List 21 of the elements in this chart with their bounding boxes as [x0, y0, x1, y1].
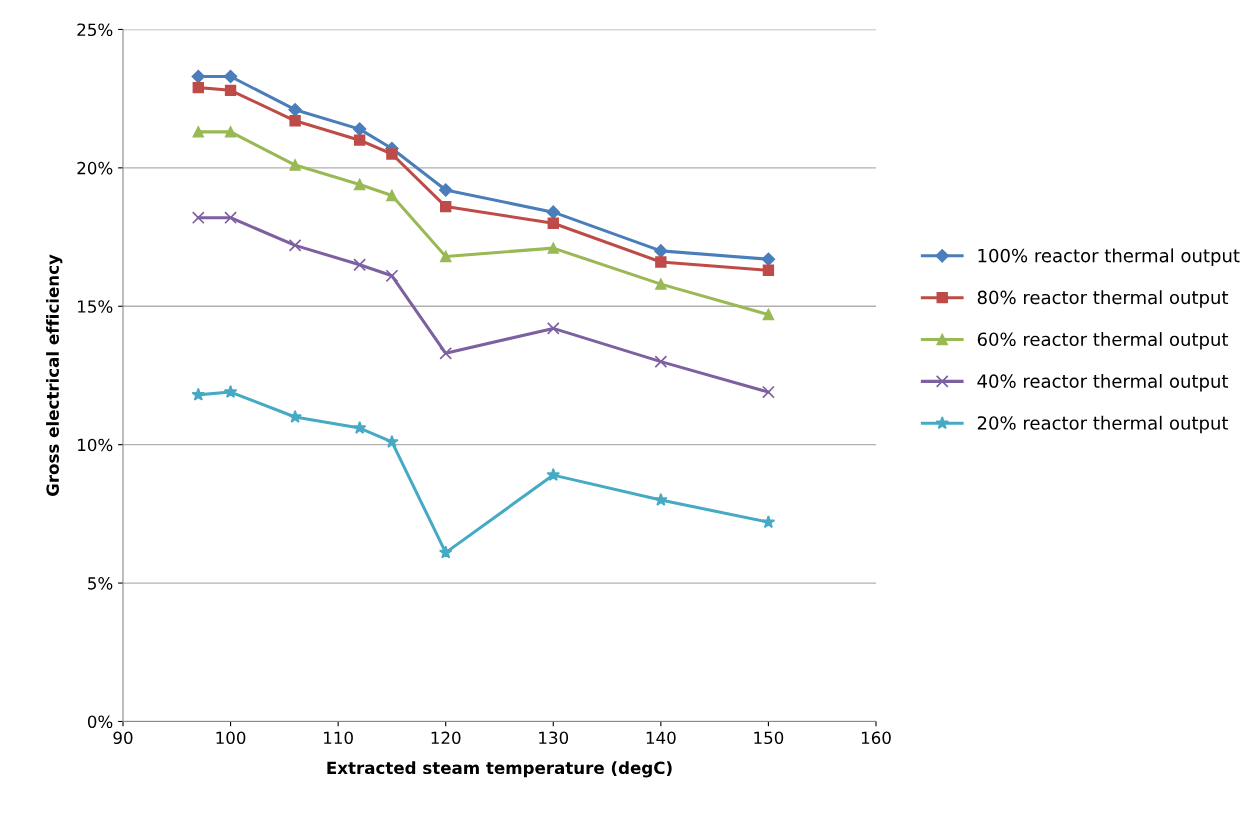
y-tick-label: 10% [78, 438, 113, 452]
x-tick-label: 100 [216, 731, 246, 745]
legend-label: 80% reactor thermal output [977, 290, 1229, 308]
x-tick-label: 150 [754, 731, 784, 745]
legend-label: 100% reactor thermal output [978, 248, 1240, 266]
y-tick-label: 0% [87, 715, 113, 729]
legend-label: 20% reactor thermal output [977, 415, 1229, 434]
y-tick-label: 5% [88, 577, 113, 590]
x-axis-title: Extracted steam temperature (degC) [327, 761, 672, 778]
x-tick-label: 130 [539, 731, 569, 745]
x-tick-label: 140 [646, 731, 676, 745]
x-tick-label: 110 [324, 731, 353, 745]
y-tick-label: 20% [77, 161, 113, 175]
x-tick-label: 90 [113, 731, 133, 745]
x-tick-label: 120 [431, 731, 461, 745]
y-tick-label: 15% [78, 300, 113, 313]
legend-label: 40% reactor thermal output [977, 373, 1229, 392]
x-tick-label: 160 [861, 731, 891, 745]
y-axis-title: Gross electrical efficiency [46, 254, 63, 497]
legend-label: 60% reactor thermal output [977, 332, 1229, 350]
y-tick-label: 25% [77, 23, 113, 37]
